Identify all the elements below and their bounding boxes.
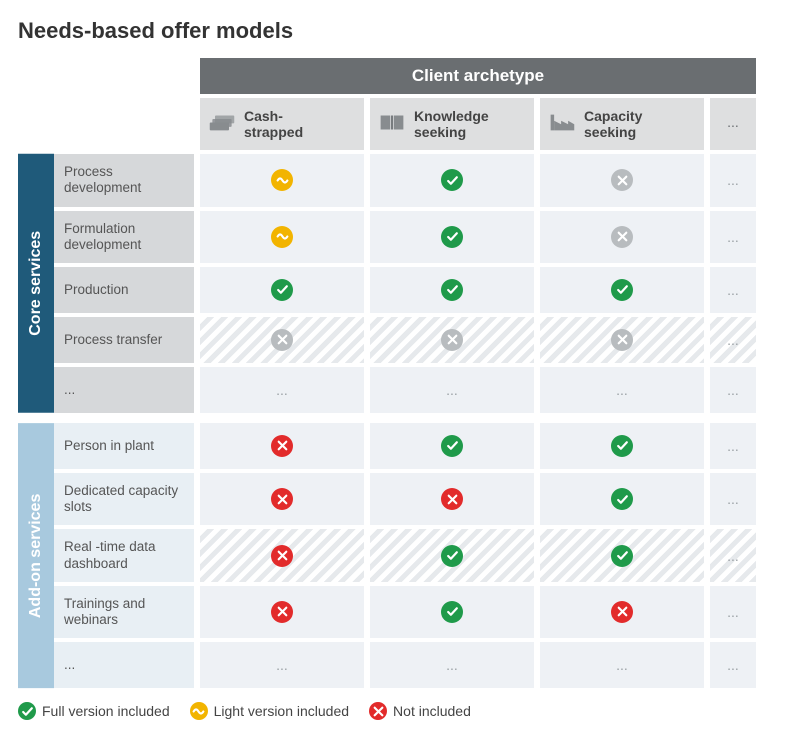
matrix-cell — [200, 473, 364, 525]
status-full-icon — [611, 279, 633, 301]
matrix-cell: ... — [370, 642, 534, 688]
row-label: Trainings and webinars — [54, 586, 194, 638]
matrix-cell — [540, 267, 704, 313]
row-label: Production — [54, 267, 194, 313]
legend-label: Not included — [393, 703, 471, 719]
matrix-cell — [540, 423, 704, 469]
status-full-icon — [611, 488, 633, 510]
row-label: Process development — [54, 154, 194, 206]
legend: Full version included Light version inclu… — [18, 702, 779, 720]
matrix-cell-more: ... — [710, 473, 756, 525]
matrix: Client archetype Cash- strapped Knowledge … — [18, 58, 779, 688]
archetype-header: Capacity seeking — [540, 98, 704, 150]
matrix-cell — [540, 317, 704, 363]
matrix-cell-more: ... — [710, 317, 756, 363]
row-label: Process transfer — [54, 317, 194, 363]
matrix-cell — [370, 586, 534, 638]
status-full-icon — [271, 279, 293, 301]
status-gray-icon — [441, 329, 463, 351]
status-not-icon — [611, 601, 633, 623]
status-full-icon — [441, 601, 463, 623]
status-light-icon — [271, 226, 293, 248]
status-gray-icon — [611, 169, 633, 191]
status-full-icon — [441, 226, 463, 248]
row-label: Person in plant — [54, 423, 194, 469]
matrix-cell — [200, 267, 364, 313]
group-label-core: Core services — [18, 154, 54, 413]
matrix-cell — [370, 473, 534, 525]
status-gray-icon — [611, 329, 633, 351]
archetype-label: Cash- strapped — [244, 108, 303, 140]
status-not-icon — [271, 545, 293, 567]
matrix-cell — [540, 154, 704, 206]
matrix-cell: ... — [200, 367, 364, 413]
matrix-cell — [370, 317, 534, 363]
matrix-cell — [200, 154, 364, 206]
matrix-cell — [370, 211, 534, 263]
matrix-cell-more: ... — [710, 529, 756, 581]
row-label: ... — [54, 642, 194, 688]
archetype-label: Knowledge seeking — [414, 108, 489, 140]
archetype-more: ... — [710, 98, 756, 150]
factory-icon — [548, 112, 576, 136]
archetype-banner: Client archetype — [200, 58, 756, 94]
status-full-icon — [18, 702, 36, 720]
matrix-cell: ... — [540, 367, 704, 413]
status-full-icon — [441, 169, 463, 191]
cash-icon — [208, 112, 236, 136]
archetype-header: Cash- strapped — [200, 98, 364, 150]
group-label-addon: Add-on services — [18, 423, 54, 688]
matrix-cell — [200, 317, 364, 363]
status-not-icon — [271, 435, 293, 457]
matrix-cell — [370, 423, 534, 469]
matrix-cell-more: ... — [710, 367, 756, 413]
status-not-icon — [271, 601, 293, 623]
status-not-icon — [369, 702, 387, 720]
legend-label: Light version included — [214, 703, 349, 719]
status-full-icon — [441, 545, 463, 567]
book-icon — [378, 112, 406, 136]
matrix-cell: ... — [200, 642, 364, 688]
matrix-cell — [200, 423, 364, 469]
row-label: Dedicated capacity slots — [54, 473, 194, 525]
status-gray-icon — [271, 329, 293, 351]
matrix-cell-more: ... — [710, 423, 756, 469]
status-full-icon — [441, 279, 463, 301]
matrix-cell — [370, 267, 534, 313]
matrix-cell-more: ... — [710, 267, 756, 313]
archetype-header: Knowledge seeking — [370, 98, 534, 150]
row-label: ... — [54, 367, 194, 413]
archetype-label: Capacity seeking — [584, 108, 642, 140]
matrix-cell-more: ... — [710, 154, 756, 206]
matrix-cell — [540, 529, 704, 581]
legend-item: Not included — [369, 702, 471, 720]
status-full-icon — [441, 435, 463, 457]
matrix-cell — [200, 529, 364, 581]
row-label: Formulation development — [54, 211, 194, 263]
matrix-cell: ... — [370, 367, 534, 413]
status-not-icon — [271, 488, 293, 510]
matrix-cell-more: ... — [710, 211, 756, 263]
matrix-cell — [200, 211, 364, 263]
legend-label: Full version included — [42, 703, 170, 719]
legend-item: Full version included — [18, 702, 170, 720]
status-light-icon — [190, 702, 208, 720]
matrix-cell — [540, 211, 704, 263]
legend-item: Light version included — [190, 702, 349, 720]
row-label: Real -time data dashboard — [54, 529, 194, 581]
matrix-cell — [200, 586, 364, 638]
status-light-icon — [271, 169, 293, 191]
matrix-cell: ... — [540, 642, 704, 688]
status-gray-icon — [611, 226, 633, 248]
status-not-icon — [441, 488, 463, 510]
page-title: Needs-based offer models — [18, 18, 779, 44]
status-full-icon — [611, 435, 633, 457]
matrix-cell — [370, 154, 534, 206]
matrix-cell — [370, 529, 534, 581]
matrix-cell-more: ... — [710, 642, 756, 688]
matrix-cell-more: ... — [710, 586, 756, 638]
matrix-cell — [540, 586, 704, 638]
status-full-icon — [611, 545, 633, 567]
matrix-cell — [540, 473, 704, 525]
